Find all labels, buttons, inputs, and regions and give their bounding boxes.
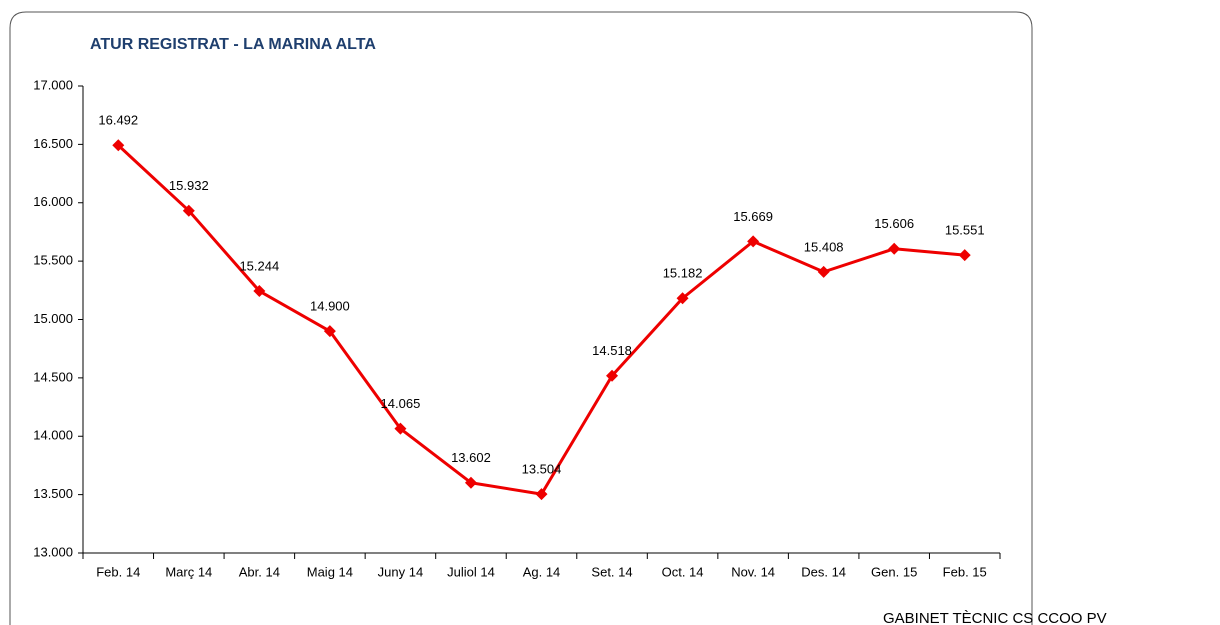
point xyxy=(888,242,901,255)
point xyxy=(817,265,830,278)
point xyxy=(606,369,619,382)
y-tick-label: 14.500 xyxy=(33,369,73,384)
data-label: 15.551 xyxy=(945,223,985,238)
point xyxy=(112,139,125,152)
data-label: 13.602 xyxy=(451,450,491,465)
data-label: 15.182 xyxy=(663,266,703,281)
x-tick-label: Set. 14 xyxy=(591,564,632,579)
point xyxy=(182,204,195,217)
x-tick-label: Nov. 14 xyxy=(731,564,775,579)
data-label: 13.504 xyxy=(522,462,562,477)
data-label: 14.900 xyxy=(310,299,350,314)
data-label: 15.606 xyxy=(874,216,914,231)
x-tick-label: Gen. 15 xyxy=(871,564,917,579)
chart-frame xyxy=(9,11,1033,625)
chart-title: ATUR REGISTRAT - LA MARINA ALTA xyxy=(90,36,376,53)
x-tick-label: Març 14 xyxy=(165,564,212,579)
x-tick-label: Feb. 15 xyxy=(943,564,987,579)
point xyxy=(464,476,477,489)
y-tick-label: 13.000 xyxy=(33,544,73,559)
y-tick-label: 15.000 xyxy=(33,311,73,326)
x-tick-label: Feb. 14 xyxy=(96,564,140,579)
y-tick-label: 15.500 xyxy=(33,253,73,268)
x-tick-label: Maig 14 xyxy=(307,564,353,579)
x-tick-label: Abr. 14 xyxy=(239,564,280,579)
y-tick-label: 17.000 xyxy=(33,77,73,92)
data-label: 14.518 xyxy=(592,343,632,358)
y-tick-label: 13.500 xyxy=(33,486,73,501)
data-label: 15.669 xyxy=(733,209,773,224)
data-label: 16.492 xyxy=(98,113,138,128)
data-label: 15.244 xyxy=(239,258,279,273)
point xyxy=(747,235,760,248)
point xyxy=(394,422,407,435)
x-tick-label: Juliol 14 xyxy=(447,564,495,579)
point xyxy=(323,325,336,338)
point xyxy=(676,292,689,305)
y-tick-label: 14.000 xyxy=(33,428,73,443)
x-tick-label: Juny 14 xyxy=(378,564,424,579)
point xyxy=(535,488,548,501)
x-tick-label: Des. 14 xyxy=(801,564,846,579)
y-tick-label: 16.000 xyxy=(33,194,73,209)
line xyxy=(117,144,965,496)
data-label: 15.932 xyxy=(169,178,209,193)
x-tick-label: Oct. 14 xyxy=(662,564,704,579)
point xyxy=(958,249,971,262)
point xyxy=(253,285,266,298)
data-label: 14.065 xyxy=(381,396,421,411)
y-tick-label: 16.500 xyxy=(33,136,73,151)
footer: GABINET TÈCNIC CS CCOO PV xyxy=(883,610,1107,625)
x-tick-label: Ag. 14 xyxy=(523,564,561,579)
data-label: 15.408 xyxy=(804,239,844,254)
